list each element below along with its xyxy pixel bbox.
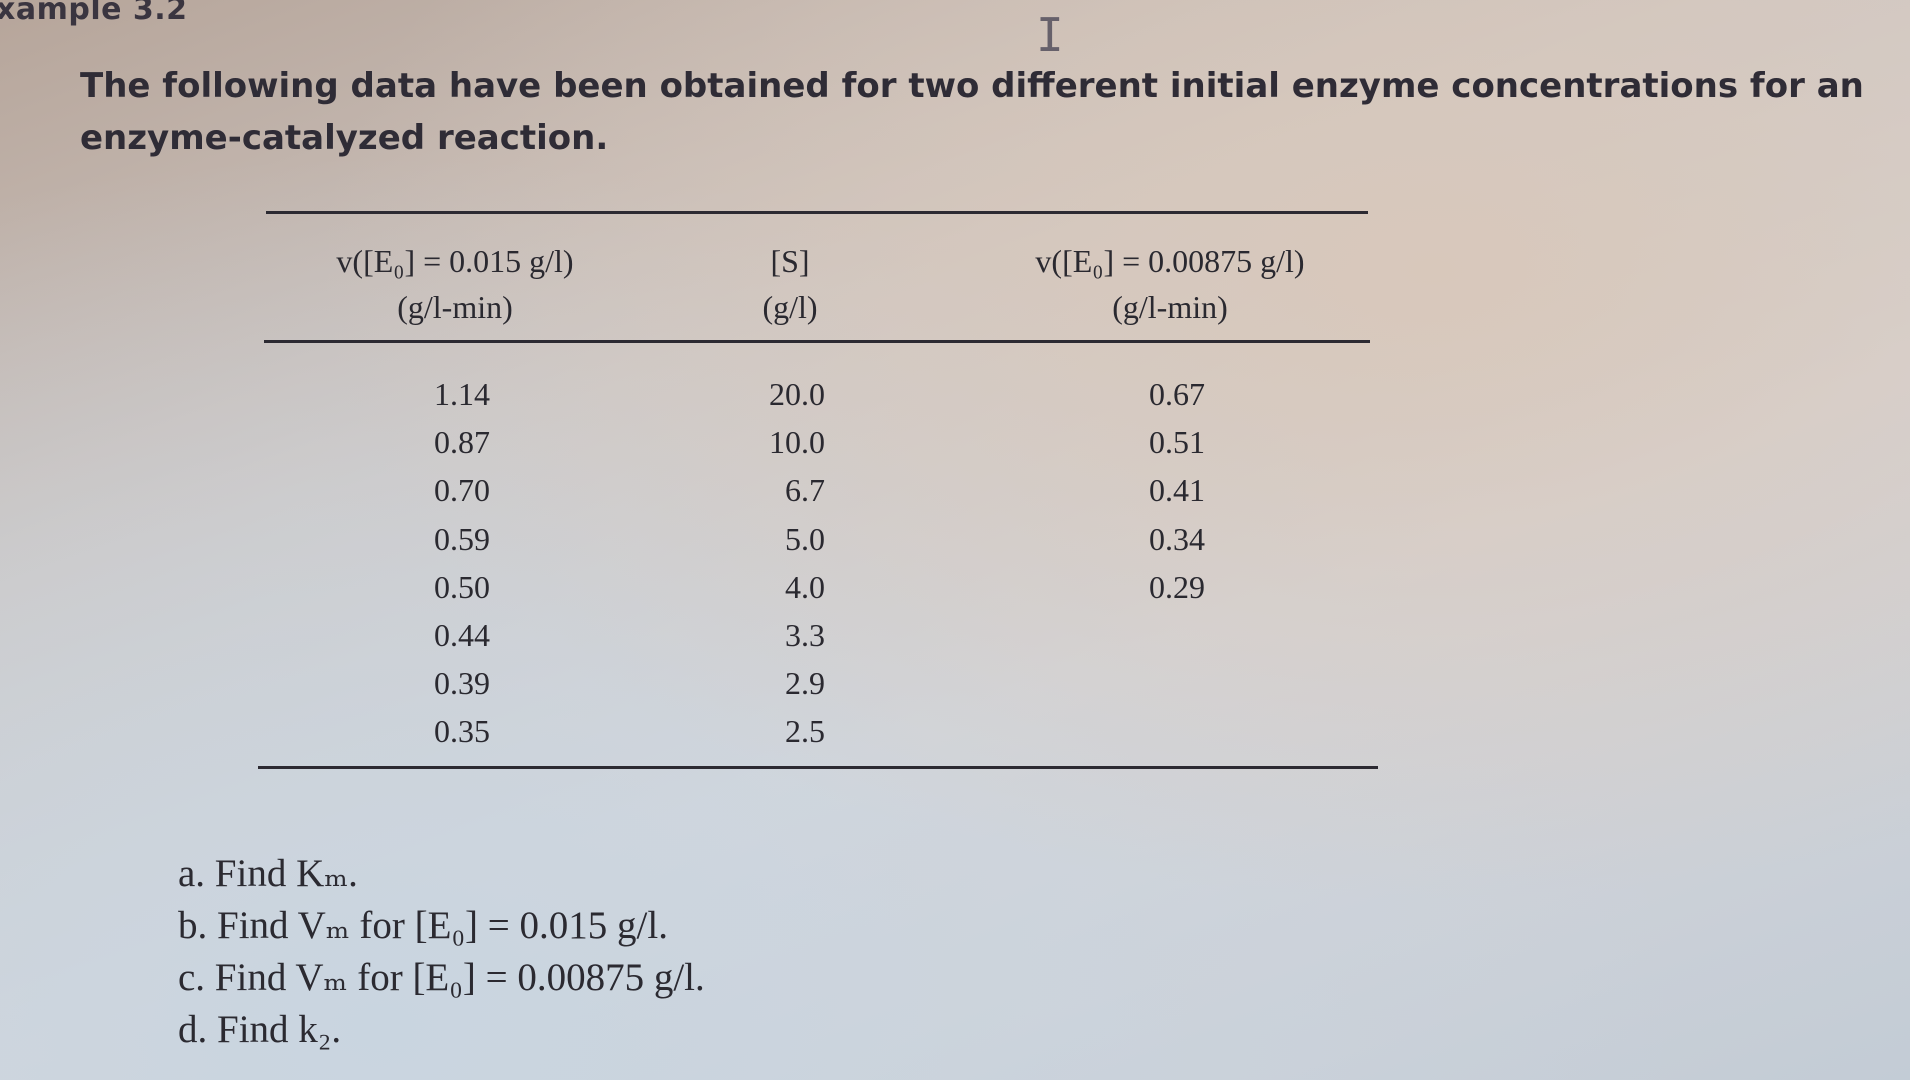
table-cell: 3.3 bbox=[785, 616, 825, 653]
table-cell: 0.35 bbox=[434, 713, 490, 750]
table-cell: 0.59 bbox=[434, 520, 490, 557]
table-cell: 0.29 bbox=[1149, 568, 1205, 605]
question-list: a. Find Kₘ. b. Find Vₘ for [E₀] = 0.015 … bbox=[178, 848, 705, 1056]
column-header-rate-high-enzyme: v([E₀] = 0.015 g/l) (g/l-min) bbox=[300, 238, 610, 330]
column-header-title: v([E₀] = 0.00875 g/l) bbox=[1035, 243, 1305, 279]
table-cell: 20.0 bbox=[769, 376, 825, 412]
table-cell: 0.87 bbox=[434, 424, 490, 461]
rate-low-enzyme-column: 0.67 0.51 0.41 0.34 0.29 bbox=[1125, 370, 1205, 611]
question-a: a. Find Kₘ. bbox=[178, 852, 358, 895]
table-cell: 5.0 bbox=[785, 520, 825, 557]
rate-high-enzyme-column: 1.14 0.87 0.70 0.59 0.50 0.44 0.39 0.35 bbox=[400, 370, 490, 756]
table-cell: 4.0 bbox=[785, 568, 825, 605]
table-cell: 0.67 bbox=[1149, 376, 1205, 412]
example-heading: xample 3.2 bbox=[0, 0, 188, 27]
table-cell: 2.9 bbox=[785, 665, 825, 702]
column-header-unit: (g/l-min) bbox=[1112, 289, 1228, 325]
question-c: c. Find Vₘ for [E₀] = 0.00875 g/l. bbox=[178, 956, 705, 999]
column-header-title: v([E₀] = 0.015 g/l) bbox=[336, 243, 574, 279]
table-cell: 0.34 bbox=[1149, 520, 1205, 557]
table-cell: 0.41 bbox=[1149, 472, 1205, 509]
intro-paragraph: The following data have been obtained fo… bbox=[80, 60, 1864, 164]
table-cell: 10.0 bbox=[769, 424, 825, 461]
table-cell: 0.44 bbox=[434, 616, 490, 653]
table-cell: 2.5 bbox=[785, 713, 825, 750]
intro-line: The following data have been obtained fo… bbox=[80, 66, 1864, 106]
table-top-rule bbox=[266, 211, 1368, 214]
table-cell: 6.7 bbox=[785, 472, 825, 509]
table-cell: 1.14 bbox=[434, 376, 490, 412]
table-cell: 0.50 bbox=[434, 568, 490, 605]
table-header-rule bbox=[264, 340, 1370, 343]
table-bottom-rule bbox=[258, 766, 1378, 769]
intro-line: enzyme-catalyzed reaction. bbox=[80, 118, 609, 158]
table-cell: 0.51 bbox=[1149, 424, 1205, 461]
question-d: d. Find k₂. bbox=[178, 1008, 342, 1051]
question-b: b. Find Vₘ for [E₀] = 0.015 g/l. bbox=[178, 904, 668, 947]
text-cursor-icon: I bbox=[1036, 8, 1064, 62]
table-cell: 0.39 bbox=[434, 665, 490, 702]
table-cell: 0.70 bbox=[434, 472, 490, 509]
column-header-unit: (g/l) bbox=[762, 289, 818, 325]
substrate-column: 20.0 10.0 6.7 5.0 4.0 3.3 2.9 2.5 bbox=[740, 370, 825, 756]
column-header-unit: (g/l-min) bbox=[397, 289, 513, 325]
column-header-title: [S] bbox=[770, 243, 810, 279]
column-header-rate-low-enzyme: v([E₀] = 0.00875 g/l) (g/l-min) bbox=[985, 238, 1355, 330]
column-header-substrate: [S] (g/l) bbox=[730, 238, 850, 330]
